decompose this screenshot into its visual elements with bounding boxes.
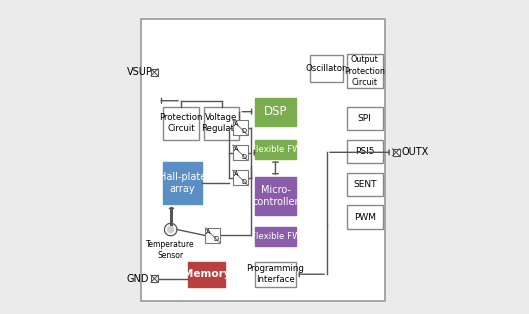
Bar (151, 69, 158, 76)
Text: Voltage
Regulator: Voltage Regulator (200, 113, 242, 133)
Text: Output
Protection
Circuit: Output Protection Circuit (344, 56, 385, 87)
Bar (255, 227, 296, 246)
Bar (255, 98, 296, 126)
Text: D: D (214, 236, 219, 242)
Bar (151, 275, 158, 282)
Text: A: A (206, 229, 211, 235)
Text: PSI5: PSI5 (355, 147, 375, 156)
Text: D: D (241, 128, 247, 134)
Text: OUTX: OUTX (402, 147, 428, 157)
Text: PWM: PWM (354, 213, 376, 222)
Text: Micro-
controller: Micro- controller (252, 185, 299, 207)
Bar (233, 120, 248, 135)
Text: D: D (241, 179, 247, 185)
Text: A: A (234, 146, 239, 152)
Text: Memory: Memory (183, 269, 231, 279)
Bar (346, 107, 382, 130)
Text: Programming
Interface: Programming Interface (247, 264, 304, 284)
Text: Hall-plate
array: Hall-plate array (159, 171, 206, 194)
Bar (163, 162, 202, 204)
Bar (141, 19, 385, 301)
Text: Flexible FW: Flexible FW (251, 232, 300, 241)
Bar (233, 145, 248, 160)
Text: SPI: SPI (358, 114, 371, 123)
Bar (205, 228, 220, 243)
Text: A: A (234, 121, 239, 127)
Bar (255, 177, 296, 215)
Text: VSUP: VSUP (127, 67, 153, 77)
Text: DSP: DSP (263, 105, 287, 118)
Text: Oscillator: Oscillator (306, 64, 346, 73)
Bar (346, 205, 382, 229)
Bar (188, 262, 225, 287)
Text: Protection
Circuit: Protection Circuit (159, 113, 203, 133)
Circle shape (167, 226, 175, 233)
Text: SENT: SENT (353, 180, 377, 189)
Bar (255, 262, 296, 287)
Bar (310, 55, 343, 82)
Bar (233, 170, 248, 185)
Bar (163, 107, 199, 140)
Text: D: D (241, 154, 247, 160)
Text: Temperature
Sensor: Temperature Sensor (147, 241, 195, 260)
Text: A: A (234, 171, 239, 177)
Text: GND: GND (127, 273, 150, 284)
Text: Flexible FW: Flexible FW (251, 145, 300, 154)
Bar (346, 173, 382, 196)
Bar (393, 149, 399, 156)
Bar (346, 54, 382, 88)
Bar (346, 140, 382, 163)
Bar (204, 107, 240, 140)
Bar (255, 140, 296, 159)
